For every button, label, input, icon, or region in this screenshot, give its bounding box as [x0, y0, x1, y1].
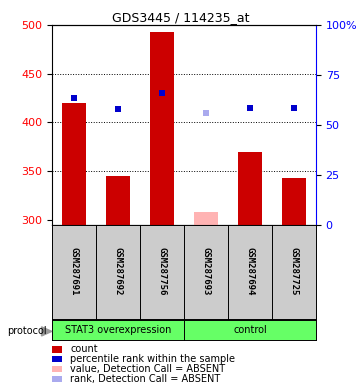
Text: GSM287694: GSM287694 [245, 248, 255, 296]
Text: GSM287756: GSM287756 [158, 248, 167, 296]
Text: count: count [70, 344, 98, 354]
Text: value, Detection Call = ABSENT: value, Detection Call = ABSENT [70, 364, 226, 374]
Text: protocol: protocol [7, 326, 47, 336]
Text: rank, Detection Call = ABSENT: rank, Detection Call = ABSENT [70, 374, 221, 384]
Bar [106, 176, 130, 225]
Bar [238, 152, 262, 225]
Bar [194, 212, 218, 225]
Polygon shape [42, 327, 52, 336]
Text: GSM287693: GSM287693 [201, 248, 210, 296]
Text: control: control [233, 325, 267, 335]
Text: STAT3 overexpression: STAT3 overexpression [65, 325, 171, 335]
Bar [282, 178, 306, 225]
Text: percentile rank within the sample: percentile rank within the sample [70, 354, 235, 364]
Text: GSM287691: GSM287691 [70, 248, 79, 296]
Text: GSM287725: GSM287725 [290, 248, 299, 296]
Bar [62, 103, 86, 225]
Text: GDS3445 / 114235_at: GDS3445 / 114235_at [112, 11, 249, 24]
Text: GSM287692: GSM287692 [114, 248, 123, 296]
Bar [150, 32, 174, 225]
